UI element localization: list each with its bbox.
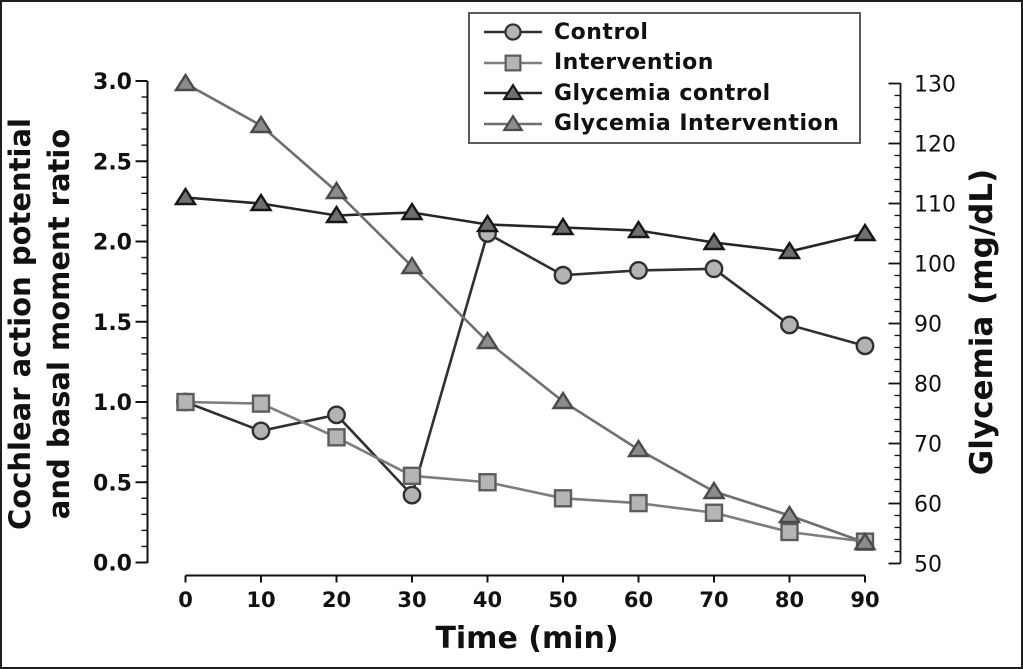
series-glycemia-intervention-marker xyxy=(400,255,424,275)
legend-item-glycemia-control: Glycemia control xyxy=(482,79,859,107)
series-glycemia-control-marker xyxy=(702,231,726,251)
series-intervention-marker xyxy=(704,503,724,522)
control-circle-marker-icon xyxy=(484,23,542,41)
legend-marker-sample xyxy=(504,54,522,72)
x-axis-tick-label: 50 xyxy=(548,588,577,612)
series-glycemia-control-marker xyxy=(249,192,273,212)
series-glycemia-intervention-line xyxy=(184,82,866,544)
series-intervention-marker xyxy=(402,466,422,486)
series-glycemia-control-marker xyxy=(475,213,500,233)
series-glycemia-intervention-marker xyxy=(324,180,349,200)
series-intervention-marker xyxy=(251,394,271,413)
series-glycemia-intervention-marker xyxy=(551,390,575,410)
legend-label: Glycemia control xyxy=(554,80,771,106)
series-glycemia-control-marker xyxy=(173,186,198,206)
x-axis-tick-label: 90 xyxy=(850,588,879,612)
series-control-marker xyxy=(327,405,346,425)
left-axis-tick-label: 0.0 xyxy=(93,552,132,577)
series-intervention-line xyxy=(185,400,866,543)
plot-layer: 0.00.51.01.52.02.53.05060708090100110120… xyxy=(93,70,956,612)
legend-item-control: Control xyxy=(482,18,859,46)
legend-marker-sample xyxy=(502,83,524,101)
legend-marker-sample xyxy=(502,113,524,131)
series-glycemia-intervention-marker xyxy=(853,531,877,551)
series-glycemia-control-marker xyxy=(400,201,424,221)
series-intervention-marker xyxy=(176,392,195,412)
left-axis-title-line2: and basal moment ratio xyxy=(42,129,76,520)
x-axis-title: Time (min) xyxy=(435,621,618,656)
series-control-marker xyxy=(780,315,799,335)
intervention-square-marker-icon xyxy=(484,54,542,72)
left-axis-tick-label: 3.0 xyxy=(93,70,132,95)
x-axis-tick-label: 10 xyxy=(246,588,275,612)
x-axis-tick-label: 0 xyxy=(178,588,193,612)
left-axis-tick-label: 1.0 xyxy=(93,391,132,416)
legend-label: Glycemia Intervention xyxy=(554,111,840,137)
legend-label: Intervention xyxy=(554,50,714,76)
series-control-marker xyxy=(402,485,422,505)
right-axis-tick-label: 100 xyxy=(914,253,956,278)
legend: Control Intervention Glycemia control Gl… xyxy=(468,12,861,144)
series-intervention-marker xyxy=(478,473,497,492)
left-axis-title-line1: Cochlear action potential xyxy=(3,118,37,530)
series-glycemia-intervention-marker xyxy=(626,438,651,458)
left-axis-tick-label: 0.5 xyxy=(93,471,132,496)
x-axis-tick-label: 70 xyxy=(699,588,728,612)
x-axis-tick-label: 40 xyxy=(473,588,502,612)
x-axis-tick-label: 30 xyxy=(397,588,426,612)
right-axis-tick-label: 130 xyxy=(914,73,956,98)
series-glycemia-intervention-marker xyxy=(249,114,273,134)
right-axis-tick-label: 110 xyxy=(914,193,956,218)
series-control-line xyxy=(185,231,866,498)
series-glycemia-intervention-marker xyxy=(173,72,198,92)
series-glycemia-intervention-marker xyxy=(702,480,726,500)
series-glycemia-control-marker xyxy=(551,216,575,236)
series-glycemia-intervention-marker xyxy=(475,330,500,350)
series-intervention-marker xyxy=(629,493,648,513)
series-glycemia-control-marker xyxy=(324,204,349,224)
left-axis-tick-label: 2.0 xyxy=(93,231,132,256)
series-control-marker xyxy=(704,259,724,279)
series-control-marker xyxy=(629,260,648,280)
legend-marker-sample xyxy=(504,23,522,41)
right-axis-tick-label: 90 xyxy=(914,313,942,338)
legend-item-intervention: Intervention xyxy=(482,49,859,77)
x-axis-tick-label: 80 xyxy=(775,588,804,612)
right-axis-tick-label: 70 xyxy=(914,433,942,458)
right-axis-title: Glycemia (mg/dL) xyxy=(964,169,1000,475)
x-axis-tick-label: 60 xyxy=(624,588,653,612)
left-axis-tick-label: 1.5 xyxy=(93,311,132,336)
right-axis-tick-label: 50 xyxy=(914,553,942,578)
glycemia-control-triangle-marker-icon xyxy=(484,83,542,101)
series-glycemia-control-line xyxy=(185,196,866,253)
right-axis-tick-label: 80 xyxy=(914,373,942,398)
right-axis-tick-label: 120 xyxy=(914,133,956,158)
series-intervention-marker xyxy=(780,522,799,542)
x-axis-tick-label: 20 xyxy=(322,588,351,612)
series-control-marker xyxy=(855,336,875,356)
series-intervention-marker xyxy=(327,428,346,447)
legend-item-glycemia-intervention: Glycemia Intervention xyxy=(482,110,859,138)
series-glycemia-control-marker xyxy=(777,240,802,260)
series-control-marker xyxy=(251,421,271,441)
left-axis-tick-label: 2.5 xyxy=(93,150,132,175)
series-glycemia-control-marker xyxy=(853,222,877,242)
series-glycemia-control-marker xyxy=(626,219,651,239)
series-glycemia-intervention-marker xyxy=(777,504,802,524)
legend-label: Control xyxy=(554,19,649,45)
series-intervention-marker xyxy=(553,489,573,508)
glycemia-intervention-triangle-marker-icon xyxy=(484,113,542,131)
series-control-marker xyxy=(553,265,573,285)
right-axis-tick-label: 60 xyxy=(914,493,942,518)
